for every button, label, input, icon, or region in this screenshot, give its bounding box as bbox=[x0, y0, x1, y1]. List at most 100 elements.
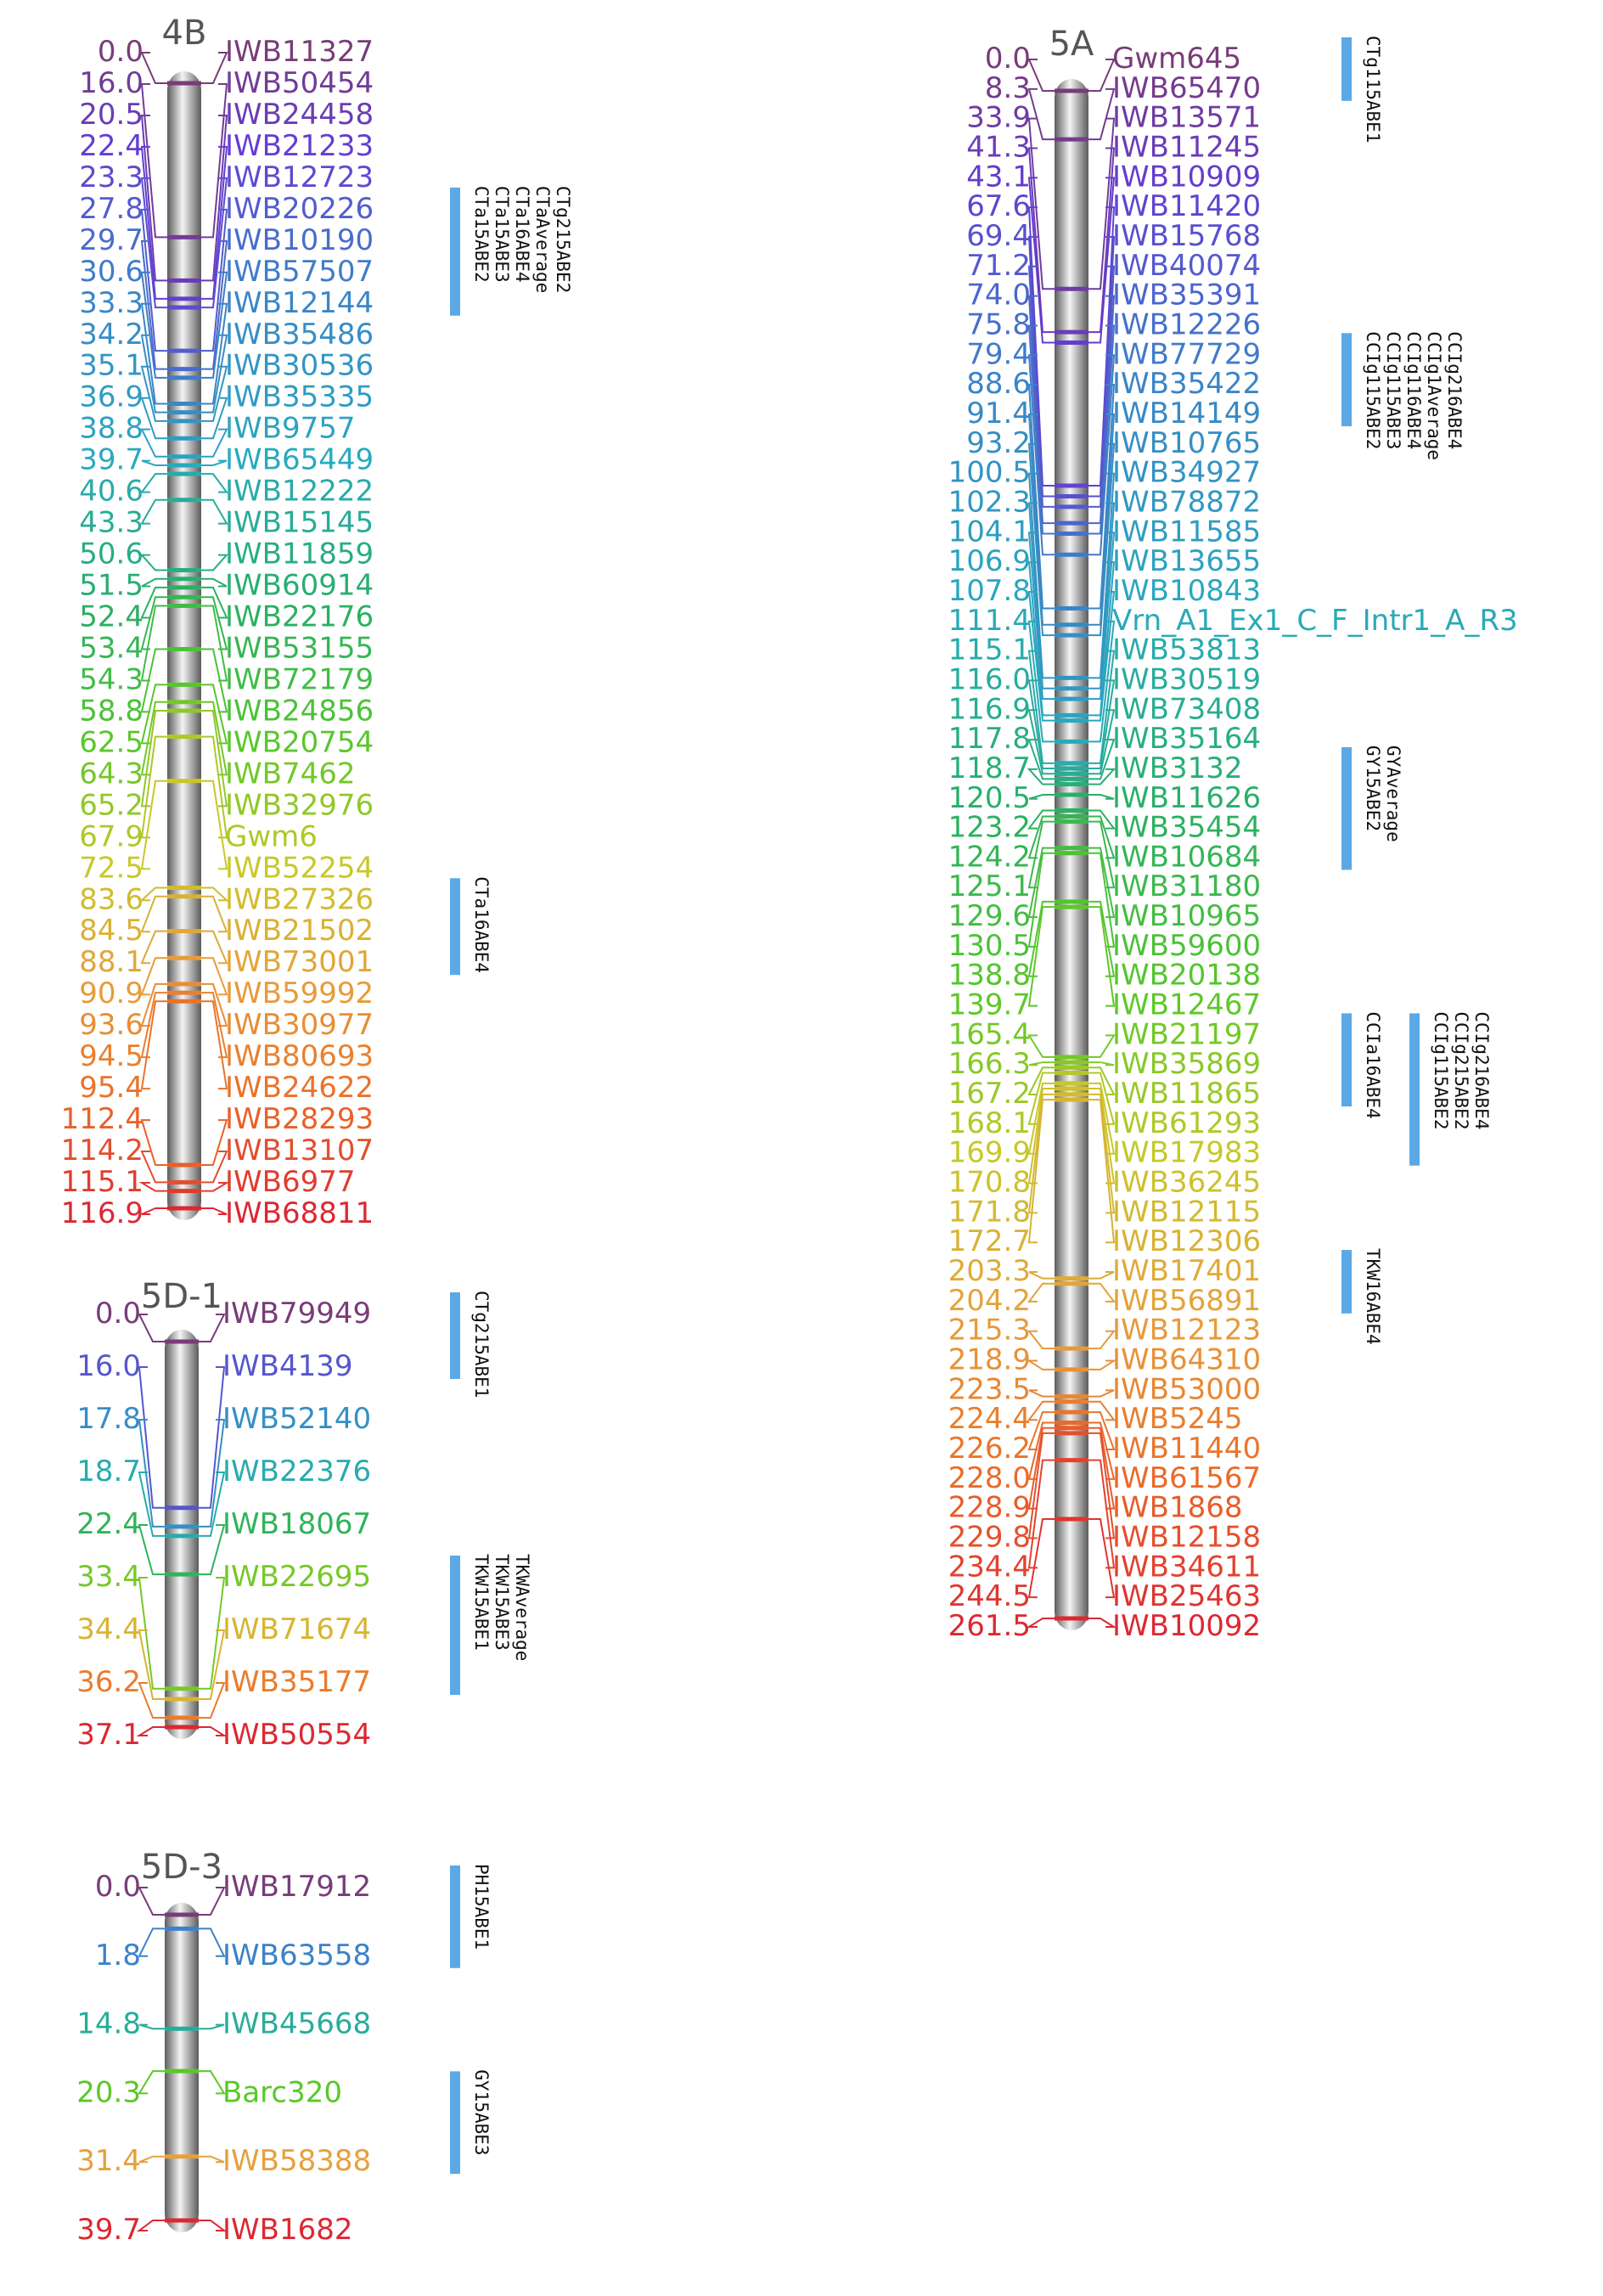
linkage-group-title: 4B bbox=[162, 14, 207, 53]
marker-connector-left bbox=[1027, 147, 1055, 334]
marker-position: 224.4 bbox=[948, 1402, 1031, 1436]
marker-name: IWB79949 bbox=[222, 1297, 371, 1331]
marker-name: IWB12158 bbox=[1112, 1521, 1261, 1555]
marker-connector-right bbox=[1088, 906, 1116, 1007]
qtl-label: CTg115ABE1 bbox=[1363, 36, 1383, 143]
marker-connector-left bbox=[138, 1472, 165, 1537]
qtl-label: CTa16ABE4 bbox=[471, 876, 492, 973]
marker-connector-right bbox=[1088, 265, 1116, 508]
marker-connector-left bbox=[1028, 793, 1055, 800]
marker-name: IWB45668 bbox=[222, 2007, 371, 2041]
marker-connector-right bbox=[201, 334, 228, 414]
marker-connector-right bbox=[201, 82, 228, 239]
marker-position: 33.3 bbox=[79, 286, 143, 320]
marker-position: 261.5 bbox=[948, 1609, 1031, 1643]
marker-connector-left bbox=[137, 2220, 165, 2231]
qtl-label: TKW15ABE3 bbox=[492, 1554, 512, 1651]
marker-position: 50.6 bbox=[79, 537, 143, 571]
marker-name: IWB58388 bbox=[222, 2144, 371, 2178]
marker-connector-left bbox=[1027, 650, 1055, 764]
marker-name: IWB10765 bbox=[1112, 426, 1261, 460]
marker-name: IWB18067 bbox=[222, 1507, 371, 1541]
marker-name: IWB21502 bbox=[225, 914, 374, 948]
linkage-group-title: 5A bbox=[1049, 25, 1094, 64]
marker-name: IWB22695 bbox=[222, 1560, 371, 1594]
marker-position: 234.4 bbox=[948, 1550, 1031, 1584]
marker-connector-right bbox=[201, 982, 228, 1027]
marker-connector-right bbox=[1088, 1359, 1117, 1370]
marker-name: IWB21197 bbox=[1112, 1017, 1261, 1051]
marker-connector-left bbox=[140, 428, 167, 458]
marker-position: 228.0 bbox=[948, 1461, 1031, 1495]
marker-name: IWB59600 bbox=[1112, 929, 1261, 963]
marker-connector-left bbox=[138, 1182, 167, 1192]
marker-name: IWB59992 bbox=[225, 976, 374, 1010]
marker-connector-left bbox=[1027, 1034, 1055, 1058]
qtl-label: CTa15ABE3 bbox=[492, 186, 512, 283]
marker-connector-left bbox=[1027, 532, 1055, 701]
marker-name: IWB61567 bbox=[1112, 1461, 1261, 1495]
marker-connector-left bbox=[140, 52, 167, 84]
marker-name: IWB52140 bbox=[222, 1402, 371, 1436]
marker-position: 22.4 bbox=[79, 129, 143, 163]
marker-connector-left bbox=[140, 397, 167, 440]
marker-connector-right bbox=[1088, 532, 1116, 701]
marker-connector-right bbox=[199, 1366, 226, 1509]
marker-connector-right bbox=[1088, 1518, 1116, 1599]
marker-connector-left bbox=[141, 577, 167, 588]
marker-name: IWB36245 bbox=[1112, 1166, 1261, 1200]
marker-name: IWB20138 bbox=[1112, 959, 1261, 993]
marker-connector-right bbox=[201, 239, 228, 370]
marker-connector-right bbox=[1088, 820, 1116, 889]
marker-name: IWB65470 bbox=[1112, 71, 1261, 105]
marker-connector-right bbox=[1088, 852, 1116, 948]
marker-connector-left bbox=[1027, 590, 1055, 722]
marker-connector-left bbox=[138, 1577, 165, 1690]
marker-connector-left bbox=[1027, 1411, 1055, 1451]
marker-position: 129.6 bbox=[948, 899, 1031, 933]
marker-connector-left bbox=[1026, 1330, 1055, 1350]
marker-connector-left bbox=[1027, 620, 1055, 743]
qtl-bar bbox=[450, 1866, 460, 1968]
marker-name: IWB15145 bbox=[225, 506, 374, 540]
marker-connector-right bbox=[201, 52, 228, 84]
marker-position: 75.8 bbox=[966, 307, 1031, 341]
marker-name: IWB52254 bbox=[225, 851, 374, 885]
marker-connector-right bbox=[1088, 1282, 1116, 1303]
marker-connector-right bbox=[201, 648, 228, 713]
marker-connector-left bbox=[1026, 1618, 1055, 1628]
marker-connector-left bbox=[139, 554, 167, 571]
marker-connector-right bbox=[1088, 650, 1116, 764]
marker-connector-right bbox=[199, 1314, 226, 1342]
marker-name: IWB13571 bbox=[1112, 101, 1261, 135]
qtl-bar bbox=[1341, 1250, 1352, 1314]
marker-connector-left bbox=[1027, 1518, 1055, 1599]
marker-position: 107.8 bbox=[948, 574, 1031, 608]
qtl-interval: CTa16ABE4 bbox=[450, 876, 492, 976]
marker-name: IWB17983 bbox=[1112, 1136, 1261, 1170]
qtl-label: CTg215ABE2 bbox=[553, 186, 573, 293]
marker-name: IWB10965 bbox=[1112, 899, 1261, 933]
marker-connector-right bbox=[1088, 177, 1116, 344]
marker-connector-right bbox=[1088, 768, 1116, 785]
marker-connector-left bbox=[1027, 324, 1055, 535]
qtl-label: TKW16ABE4 bbox=[1363, 1248, 1383, 1345]
marker-position: 37.1 bbox=[76, 1718, 141, 1752]
linkage-group-title: 5D-1 bbox=[141, 1277, 222, 1316]
marker-position: 166.3 bbox=[948, 1047, 1031, 1081]
marker-position: 170.8 bbox=[948, 1166, 1031, 1200]
qtl-label: CCIg216ABE4 bbox=[1471, 1011, 1492, 1129]
qtl-label: CCIg115ABE3 bbox=[1383, 331, 1403, 449]
marker-connector-right bbox=[199, 2220, 227, 2231]
marker-position: 90.9 bbox=[79, 976, 143, 1010]
marker-connector-left bbox=[1027, 177, 1055, 344]
marker-position: 91.4 bbox=[966, 397, 1031, 430]
marker-position: 39.7 bbox=[76, 2213, 141, 2247]
qtl-label: CTaAverage bbox=[532, 186, 553, 293]
marker-connector-right bbox=[1088, 1066, 1116, 1096]
marker-position: 74.0 bbox=[966, 279, 1031, 312]
marker-connector-left bbox=[1027, 117, 1055, 290]
marker-position: 88.6 bbox=[966, 367, 1031, 401]
marker-position: 204.2 bbox=[948, 1284, 1031, 1318]
